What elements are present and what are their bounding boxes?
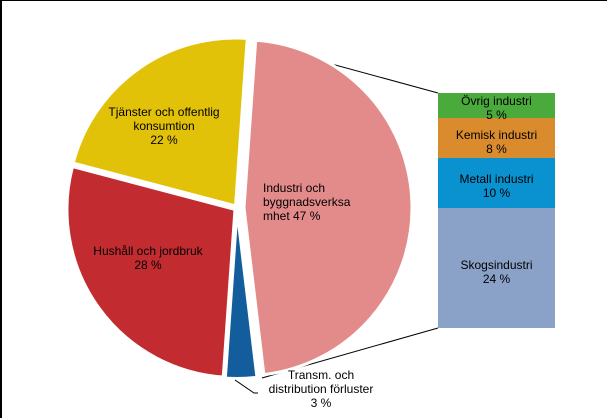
bar-segment-3 — [438, 208, 555, 328]
segment-value: 10 % — [482, 186, 511, 200]
segment-name: Metall industri — [459, 172, 534, 186]
breakdown-bar — [438, 93, 555, 328]
label-line: mhet 47 % — [263, 209, 321, 223]
label-line: distribution förluster — [268, 382, 374, 396]
bar-segment-0 — [438, 93, 555, 118]
main-pie — [65, 36, 414, 380]
label-line: Hushåll och jordbruk — [93, 244, 203, 258]
pie-slice-1 — [223, 210, 259, 380]
bar-segment-1 — [438, 118, 555, 158]
segment-label-metall: Metall industri 10 % — [438, 172, 555, 200]
bar-segment-2 — [438, 158, 555, 208]
label-line: byggnadsverksa — [263, 195, 351, 209]
slice-label-industri: Industri och byggnadsverksa mhet 47 % — [263, 181, 350, 223]
slice-label-tjanster: Tjänster och offentlig konsumtion 22 % — [100, 105, 228, 147]
segment-value: 5 % — [486, 108, 507, 122]
segment-name: Övrig industri — [461, 94, 532, 108]
label-line: 28 % — [134, 258, 162, 272]
label-line: 22 % — [150, 133, 178, 147]
segment-label-kemisk: Kemisk industri 8 % — [438, 128, 555, 156]
label-line: 3 % — [310, 396, 332, 410]
label-line: Transm. och — [287, 368, 355, 382]
pie-slice-3 — [71, 36, 249, 208]
label-line: Industri och — [263, 181, 326, 195]
label-line: Tjänster och offentlig — [108, 105, 220, 119]
segment-label-skogs: Skogsindustri 24 % — [438, 258, 555, 286]
slice-label-hushall: Hushåll och jordbruk 28 % — [88, 244, 208, 272]
pie-slice-0 — [242, 38, 414, 377]
segment-name: Kemisk industri — [455, 128, 538, 142]
transm-leader-line — [234, 379, 258, 394]
segment-value: 24 % — [482, 272, 511, 286]
slice-label-transm: Transm. och distribution förluster 3 % — [258, 368, 384, 410]
label-line: konsumtion — [133, 119, 195, 133]
pie-slice-2 — [65, 164, 237, 379]
segment-name: Skogsindustri — [460, 258, 533, 272]
segment-value: 8 % — [486, 142, 507, 156]
segment-label-ovrig: Övrig industri 5 % — [438, 94, 555, 122]
